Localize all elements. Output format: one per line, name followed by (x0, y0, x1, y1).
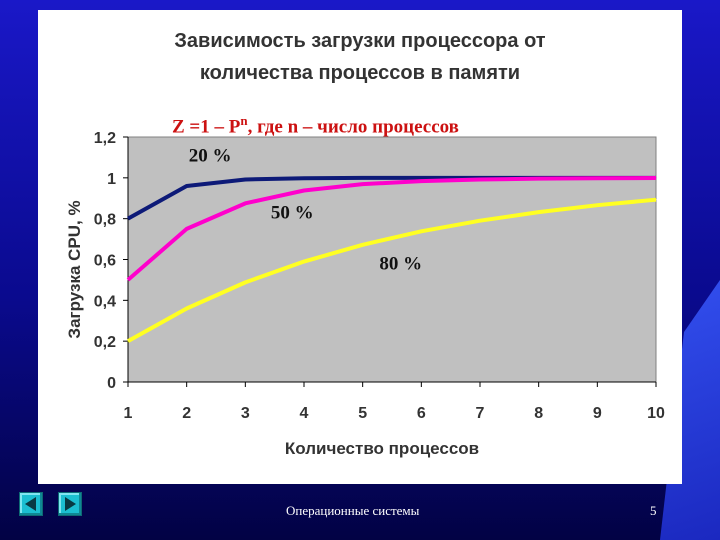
arrow-right-icon (65, 497, 76, 511)
data-point (244, 178, 246, 180)
formula-rest: , где n – число процессов (247, 116, 459, 138)
y-tick-label: 1,2 (94, 130, 116, 147)
next-slide-button[interactable] (58, 492, 82, 516)
series-line-1 (126, 176, 657, 282)
data-point (420, 230, 422, 232)
data-point (303, 177, 305, 179)
footer-title: Операционные системы (286, 503, 420, 518)
data-point (479, 178, 481, 180)
formula-main: Z =1 – P (172, 116, 241, 138)
x-tick-label: 3 (241, 405, 250, 422)
x-tick-label: 2 (182, 405, 191, 422)
data-point (362, 183, 364, 185)
data-point (244, 202, 246, 204)
series-line-2 (127, 197, 657, 343)
data-point (127, 340, 129, 342)
data-point (303, 261, 305, 263)
data-point (303, 189, 305, 191)
series-label: 20 % (189, 146, 232, 167)
y-axis-label: Загрузка CPU, % (65, 200, 84, 338)
data-point (186, 228, 188, 230)
y-tick-label: 1 (107, 171, 116, 188)
data-point (244, 281, 246, 283)
data-point (596, 204, 598, 206)
data-point (655, 177, 657, 179)
x-axis-label: Количество процессов (285, 439, 479, 458)
formula-exponent: n (240, 113, 248, 128)
data-point (479, 220, 481, 222)
x-tick-label: 6 (417, 405, 426, 422)
x-tick-label: 7 (476, 405, 485, 422)
series-label: 80 % (379, 254, 422, 275)
data-point (596, 177, 598, 179)
x-tick-label: 8 (534, 405, 543, 422)
x-tick-label: 1 (124, 405, 133, 422)
y-tick-label: 0,8 (94, 212, 116, 229)
line-chart: 0 0,2 0,4 0,6 0,8 1 1,2 1 2 3 4 5 6 7 8 9 10 Количество п… (65, 130, 665, 458)
y-tick-label: 0,4 (94, 293, 116, 310)
data-point (538, 178, 540, 180)
chart-title-line1: Зависимость загрузки процессора от (174, 30, 546, 52)
data-point (362, 244, 364, 246)
data-point (420, 177, 422, 179)
y-tick-label: 0,2 (94, 334, 116, 351)
y-tick-label: 0,6 (94, 253, 116, 270)
data-point (186, 185, 188, 187)
arrow-left-icon (25, 497, 36, 511)
x-tick-label: 5 (358, 405, 367, 422)
x-tick-label: 10 (647, 405, 665, 422)
data-point (186, 308, 188, 309)
x-tick-label: 9 (593, 405, 602, 422)
previous-slide-button[interactable] (19, 492, 43, 516)
y-tick-label: 0 (107, 375, 116, 392)
data-point (362, 177, 364, 179)
data-point (655, 199, 657, 201)
formula: Z =1 – Pn, где n – число процессов (172, 113, 459, 138)
data-point (127, 218, 129, 220)
page-number: 5 (650, 503, 657, 518)
data-point (420, 180, 422, 182)
series-label: 50 % (271, 203, 314, 224)
x-tick-label: 4 (300, 405, 309, 422)
chart-title-line2: количества процессов в памяти (199, 62, 521, 84)
data-point (538, 211, 540, 213)
data-point (127, 279, 129, 281)
